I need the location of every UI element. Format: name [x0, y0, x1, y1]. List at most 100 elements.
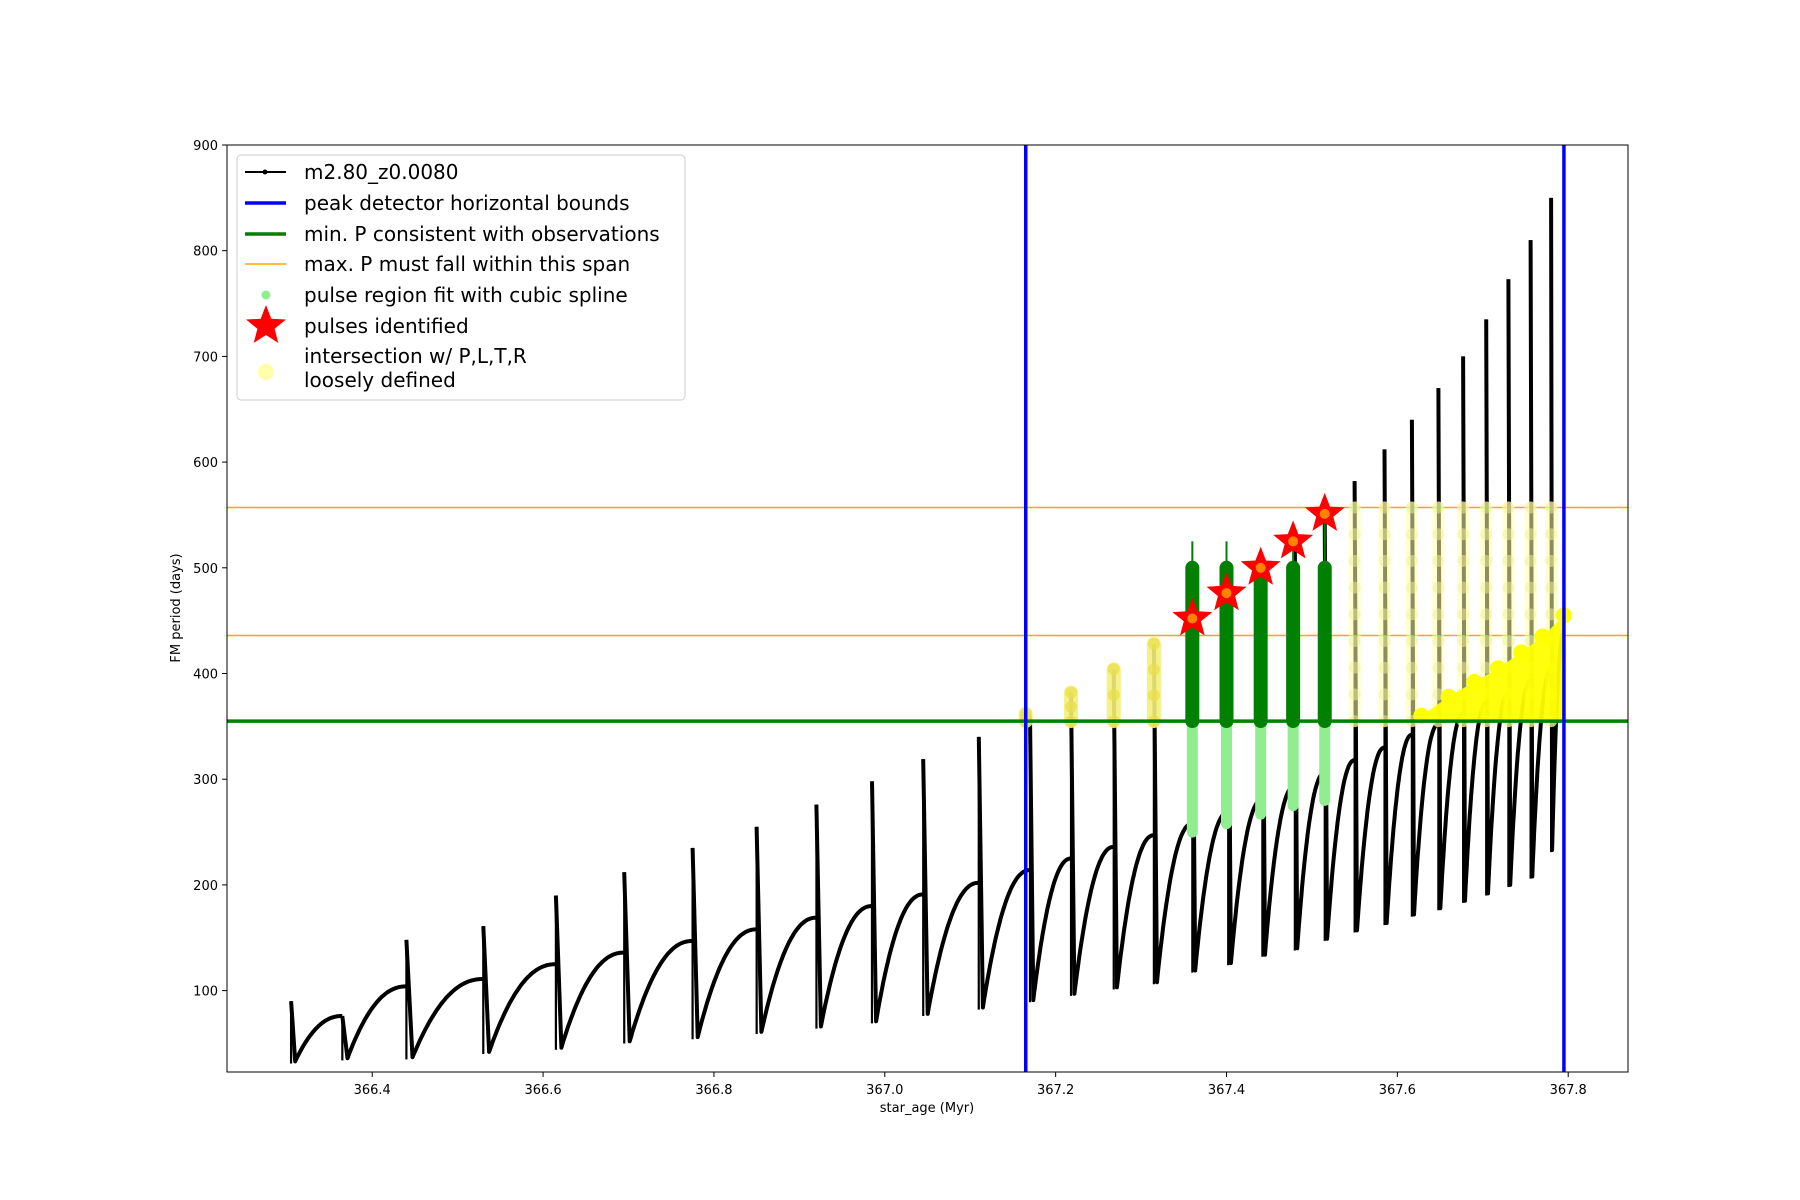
- intersection-point: [1432, 554, 1445, 567]
- pulse-star-center-1: [1221, 588, 1232, 599]
- x-tick-label-3: 367.0: [866, 1083, 903, 1098]
- intersection-point: [1378, 608, 1391, 621]
- intersection-point: [1405, 581, 1418, 594]
- pulses-series: [1172, 492, 1345, 636]
- intersection-point: [1378, 528, 1391, 541]
- x-tick-label-7: 367.8: [1550, 1083, 1587, 1098]
- intersection-point: [1524, 501, 1537, 514]
- x-tick-label-4: 367.2: [1037, 1083, 1074, 1098]
- intersection-point: [1348, 635, 1361, 648]
- intersection-point: [1432, 528, 1445, 541]
- legend-entry-bounds: peak detector horizontal bounds: [245, 191, 630, 215]
- intersection-point: [1524, 608, 1537, 621]
- intersection-point: [1065, 700, 1078, 713]
- legend-label-track: m2.80_z0.0080: [304, 160, 459, 184]
- y-tick-label-1: 200: [193, 879, 218, 894]
- intersection-point: [1457, 635, 1470, 648]
- intersection-point: [1480, 661, 1493, 674]
- intersection-point: [1147, 663, 1160, 676]
- legend-track-dot: [262, 169, 268, 175]
- intersection-point: [1378, 661, 1391, 674]
- intersection-point: [1405, 635, 1418, 648]
- x-axis-title: star_age (Myr): [880, 1101, 974, 1116]
- intersection-point: [1348, 688, 1361, 701]
- intersection-point: [1065, 686, 1078, 699]
- intersection-point: [1545, 554, 1558, 567]
- track-curve: [289, 197, 1566, 1064]
- intersection-point: [1524, 554, 1537, 567]
- intersection-point: [1502, 635, 1515, 648]
- intersection-point: [1405, 501, 1418, 514]
- intersection-ramp-point-3: [1490, 660, 1507, 677]
- intersection-point: [1405, 608, 1418, 621]
- intersection-point: [1502, 581, 1515, 594]
- legend-label-intersection: intersection w/ P,L,T,R: [304, 344, 527, 368]
- legend-entry-spline: pulse region fit with cubic spline: [261, 283, 628, 307]
- x-axis: 366.4 366.6 366.8 367.0 367.2 367.4 367.6 367.8: [354, 1072, 1587, 1098]
- intersection-point: [1457, 661, 1470, 674]
- intersection-point: [1457, 608, 1470, 621]
- pulse-star-center-0: [1187, 613, 1198, 624]
- legend: m2.80_z0.0080 peak detector horizontal b…: [236, 154, 686, 401]
- intersection-point: [1502, 554, 1515, 567]
- legend-entry-intersection: intersection w/ P,L,T,R loosely defined: [258, 344, 527, 392]
- intersection-point: [1378, 501, 1391, 514]
- intersection-point: [1405, 554, 1418, 567]
- intersection-point: [1545, 608, 1558, 621]
- legend-label-intersection-line2: loosely defined: [304, 368, 456, 392]
- pulse-star-center-4: [1319, 508, 1330, 519]
- intersection-point: [1107, 689, 1120, 702]
- intersection-point: [1457, 581, 1470, 594]
- x-tick-label-2: 366.8: [695, 1083, 732, 1098]
- legend-label-min-period: min. P consistent with observations: [304, 222, 660, 246]
- legend-spline-marker: [261, 290, 271, 300]
- legend-label-pulses: pulses identified: [304, 314, 469, 338]
- intersection-ramp-point-4: [1513, 644, 1530, 661]
- y-tick-label-7: 800: [193, 245, 218, 260]
- legend-box: [236, 154, 686, 401]
- intersection-point: [1432, 581, 1445, 594]
- legend-label-bounds: peak detector horizontal bounds: [304, 191, 630, 215]
- x-tick-label-0: 366.4: [354, 1083, 391, 1098]
- intersection-point: [1405, 528, 1418, 541]
- intersection-point: [1378, 581, 1391, 594]
- intersection-point: [1432, 608, 1445, 621]
- pulse-star-center-3: [1288, 536, 1299, 547]
- legend-entry-pulses: pulses identified: [246, 305, 469, 343]
- intersection-ramp-point-1: [1440, 688, 1457, 705]
- legend-entry-track: m2.80_z0.0080: [245, 160, 459, 184]
- intersection-ramp: [1421, 615, 1564, 722]
- intersection-point: [1405, 688, 1418, 701]
- legend-intersection-marker: [258, 364, 274, 380]
- intersection-point: [1545, 528, 1558, 541]
- intersection-point: [1545, 581, 1558, 594]
- intersection-point: [1432, 501, 1445, 514]
- y-axis-title: FM period (days): [169, 553, 184, 662]
- intersection-point: [1348, 528, 1361, 541]
- y-tick-label-0: 100: [193, 985, 218, 1000]
- intersection-point: [1348, 501, 1361, 514]
- pulse-star-center-2: [1255, 562, 1266, 573]
- intersection-point: [1147, 637, 1160, 650]
- intersection-point: [1432, 661, 1445, 674]
- plot-frame: [226, 144, 1629, 1073]
- intersection-ramp-point-2: [1466, 673, 1483, 690]
- legend-star-marker: [246, 305, 286, 343]
- intersection-ramp-point-5: [1534, 628, 1551, 645]
- y-tick-label-6: 700: [193, 350, 218, 365]
- y-tick-label-8: 900: [193, 139, 218, 154]
- y-tick-label-5: 600: [193, 456, 218, 471]
- intersection-point: [1405, 661, 1418, 674]
- intersection-point: [1480, 501, 1493, 514]
- intersection-point: [1348, 608, 1361, 621]
- intersection-point: [1457, 501, 1470, 514]
- intersection-point: [1480, 581, 1493, 594]
- intersection-point: [1107, 663, 1120, 676]
- intersection-point: [1432, 635, 1445, 648]
- intersection-point: [1545, 501, 1558, 514]
- x-tick-label-6: 367.6: [1379, 1083, 1416, 1098]
- intersection-point: [1480, 554, 1493, 567]
- intersection-point: [1524, 528, 1537, 541]
